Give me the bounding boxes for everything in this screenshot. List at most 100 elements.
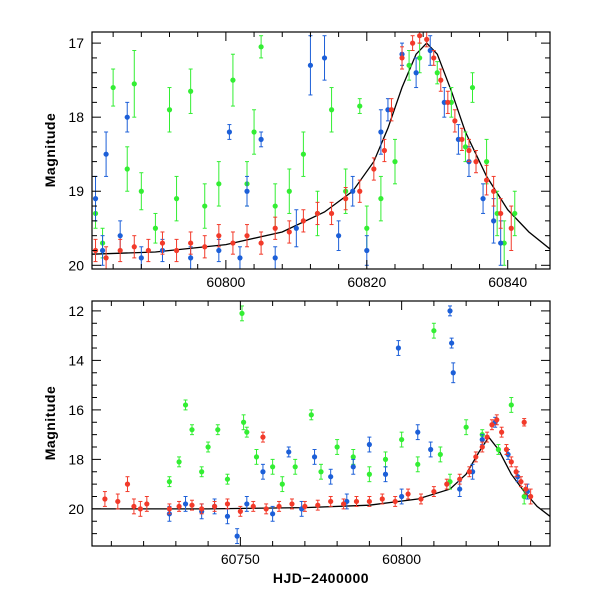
data-point	[381, 147, 388, 154]
data-point	[438, 77, 444, 83]
data-point	[462, 144, 469, 150]
data-point	[350, 464, 356, 470]
data-point	[117, 247, 123, 254]
data-point	[503, 446, 510, 453]
data-point	[379, 496, 385, 502]
y-tick-label: 12	[68, 303, 84, 319]
data-point	[473, 159, 479, 165]
data-point	[498, 240, 504, 246]
data-point	[244, 429, 250, 435]
data-point	[523, 486, 529, 492]
data-point	[364, 247, 370, 254]
data-point	[166, 506, 173, 512]
data-point	[215, 427, 221, 433]
data-point	[199, 469, 205, 475]
data-point	[415, 461, 421, 467]
data-point	[357, 103, 363, 109]
data-point	[286, 188, 292, 194]
data-point	[188, 240, 194, 246]
x-tick-label: 60820	[347, 274, 386, 290]
data-point	[499, 429, 505, 435]
bottom-model-curve	[92, 435, 550, 517]
data-point	[512, 210, 518, 217]
data-point	[272, 225, 278, 231]
data-point	[216, 233, 222, 239]
data-point	[173, 196, 180, 202]
data-point	[202, 244, 208, 250]
data-point	[415, 429, 421, 435]
data-point	[378, 129, 384, 135]
data-point	[479, 436, 485, 443]
data-point	[258, 136, 264, 142]
data-point	[103, 151, 109, 157]
data-point	[188, 88, 194, 94]
data-point	[480, 196, 486, 202]
data-point	[484, 434, 490, 440]
data-point	[428, 446, 434, 453]
y-tick-label: 20	[68, 501, 84, 517]
data-point	[328, 474, 334, 480]
data-point	[366, 498, 372, 505]
top-panel: 60800 60820 60840 17 18 19 20	[68, 31, 551, 290]
data-point	[270, 511, 276, 517]
data-point	[159, 240, 166, 246]
data-point	[202, 203, 208, 209]
data-point	[431, 328, 437, 334]
data-point	[508, 459, 514, 465]
data-point	[410, 40, 416, 46]
data-point	[431, 488, 437, 495]
data-point	[279, 481, 285, 487]
data-point	[286, 229, 292, 235]
data-point	[152, 225, 159, 231]
data-point	[216, 181, 222, 187]
data-point	[314, 210, 321, 217]
data-point	[240, 419, 247, 425]
data-point	[495, 446, 501, 453]
data-point	[300, 151, 306, 157]
data-point	[226, 129, 232, 135]
data-point	[350, 454, 356, 460]
data-point	[417, 33, 423, 39]
bottom-series-2	[102, 414, 534, 517]
bottom-x-axis-label: HJD−2400000	[273, 570, 369, 586]
data-point	[378, 196, 384, 202]
data-point	[328, 107, 335, 113]
data-point	[334, 444, 340, 450]
data-point	[205, 444, 211, 450]
data-point	[302, 503, 308, 510]
data-point	[463, 424, 469, 430]
top-series-2	[92, 32, 514, 269]
data-point	[138, 188, 144, 194]
data-point	[250, 503, 256, 510]
data-point	[270, 464, 276, 470]
data-point	[176, 459, 182, 465]
data-point	[399, 436, 405, 443]
data-point	[382, 456, 389, 462]
data-point	[336, 233, 342, 239]
data-point	[115, 498, 121, 505]
data-point	[276, 503, 282, 510]
data-point	[244, 501, 250, 507]
data-point	[244, 233, 250, 239]
data-point	[444, 481, 450, 487]
data-point	[452, 118, 458, 124]
top-y-axis-label: Magnitude	[42, 113, 58, 188]
data-point	[286, 449, 292, 455]
data-point	[399, 55, 405, 61]
data-point	[508, 402, 514, 408]
data-point	[528, 493, 534, 500]
x-tick-label: 60800	[206, 274, 245, 290]
data-point	[431, 55, 437, 61]
data-point	[292, 464, 298, 470]
data-point	[189, 427, 195, 433]
data-point	[137, 506, 143, 512]
data-point	[457, 476, 463, 482]
y-tick-label: 16	[68, 402, 84, 418]
data-point	[382, 471, 389, 477]
data-point	[328, 498, 334, 505]
x-tick-label: 60840	[488, 274, 527, 290]
data-point	[239, 310, 245, 316]
data-point	[189, 502, 195, 508]
data-point	[199, 506, 205, 512]
data-point	[343, 196, 349, 202]
